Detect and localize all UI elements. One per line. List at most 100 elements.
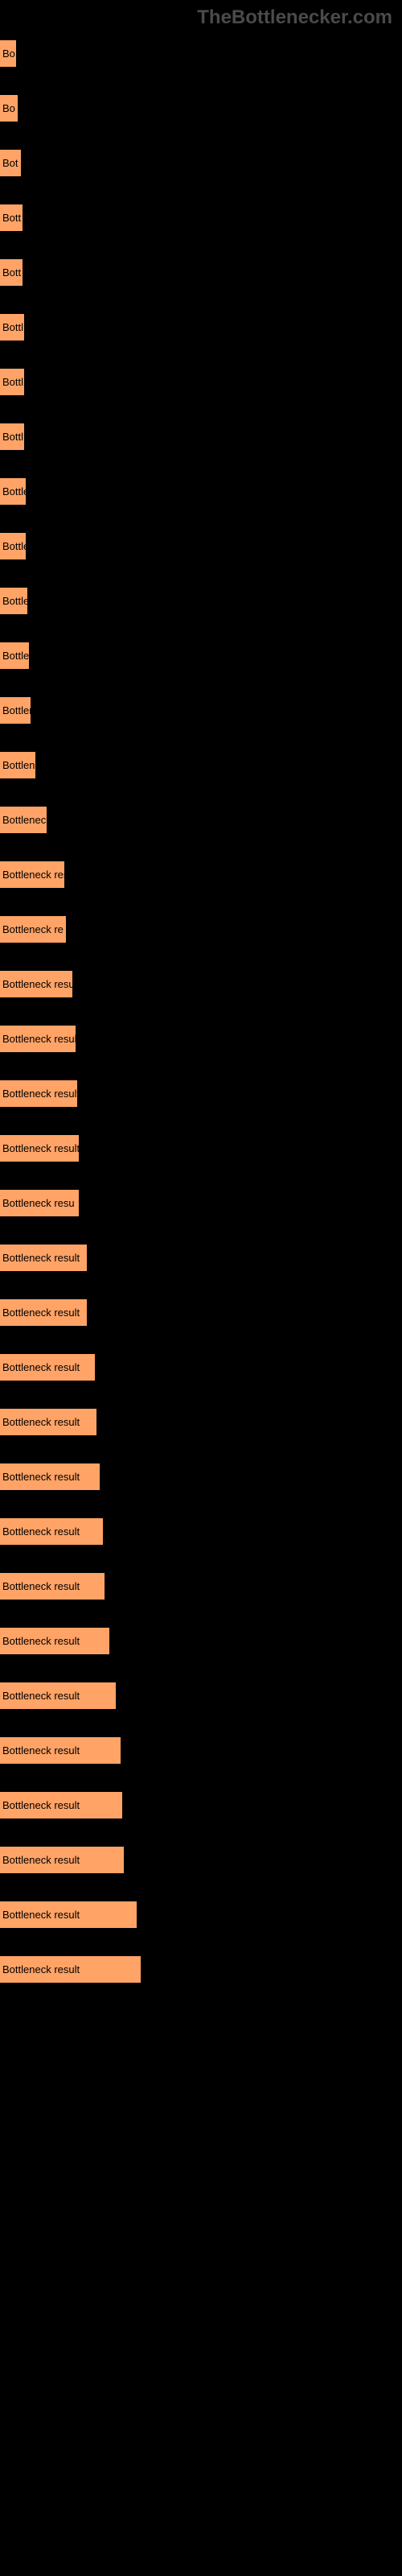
bar-row: Bottleneck result — [0, 1409, 394, 1435]
bar-row: Bottleneck result — [0, 1792, 394, 1818]
bar-label: Bottleneck result — [2, 1799, 80, 1811]
bar-label: Bot — [2, 157, 18, 169]
bar-row: Bottleneck result — [0, 1245, 394, 1271]
bar-label: Bottl — [2, 376, 23, 388]
bar-label: Bottleneck result — [2, 1416, 80, 1428]
bar-row: Bottleneck result — [0, 1463, 394, 1490]
bar-chart: Bo Bo Bot Bott Bott Bottl Bottl Bottl Bottle Bott… — [0, 0, 402, 2027]
chart-bar: Bott — [0, 259, 23, 286]
bar-label: Bottle — [2, 540, 26, 552]
bar-label: Bottleneck result — [2, 1142, 79, 1154]
bar-label: Bottl — [2, 431, 23, 443]
bar-label: Bottlen — [2, 704, 31, 716]
chart-bar: Bottleneck result — [0, 1956, 141, 1983]
chart-bar: Bottleneck result — [0, 1901, 137, 1928]
bar-label: Bottleneck result — [2, 1525, 80, 1538]
bar-label: Bottleneck result — [2, 1909, 80, 1921]
bar-row: Bottl — [0, 423, 394, 450]
chart-bar: Bott — [0, 204, 23, 231]
bar-label: Bottle — [2, 485, 26, 497]
bar-label: Bottleneck result — [2, 1252, 80, 1264]
chart-bar: Bottleneck — [0, 807, 47, 833]
bar-row: Bott — [0, 204, 394, 231]
bar-label: Bottleneck result — [2, 1471, 80, 1483]
chart-bar: Bottle — [0, 533, 26, 559]
bar-label: Bottlen — [2, 650, 29, 662]
chart-bar: Bottl — [0, 423, 24, 450]
bar-label: Bo — [2, 102, 15, 114]
bar-label: Bottleneck result — [2, 1033, 76, 1045]
chart-bar: Bottleneck result — [0, 1463, 100, 1490]
bar-label: Bottlene — [2, 759, 35, 771]
chart-bar: Bottle — [0, 478, 26, 505]
bar-label: Bottleneck result — [2, 1088, 77, 1100]
chart-bar: Bottleneck result — [0, 1518, 103, 1545]
chart-bar: Bottleneck re — [0, 916, 66, 943]
bar-label: Bottl — [2, 321, 23, 333]
chart-bar: Bottleneck result — [0, 1409, 96, 1435]
bar-label: Bottleneck result — [2, 1361, 80, 1373]
chart-bar: Bottl — [0, 314, 24, 341]
bar-row: Bottleneck result — [0, 1628, 394, 1654]
bar-label: Bottleneck resu — [2, 1197, 75, 1209]
bar-row: Bottlen — [0, 642, 394, 669]
bar-row: Bottleneck result — [0, 1901, 394, 1928]
bar-row: Bottle — [0, 478, 394, 505]
bar-row: Bott — [0, 259, 394, 286]
bar-row: Bo — [0, 95, 394, 122]
bar-label: Bottleneck — [2, 814, 47, 826]
bar-label: Bott — [2, 266, 21, 279]
bar-row: Bottleneck result — [0, 1573, 394, 1600]
bar-label: Bottleneck resu — [2, 869, 64, 881]
bar-label: Bottleneck result — [2, 1635, 80, 1647]
bar-label: Bottleneck result — [2, 1854, 80, 1866]
bar-row: Bottleneck result — [0, 1682, 394, 1709]
bar-row: Bot — [0, 150, 394, 176]
bar-label: Bottleneck result — [2, 1963, 80, 1975]
bar-row: Bottleneck result — [0, 1080, 394, 1107]
chart-bar: Bottleneck result — [0, 1135, 79, 1162]
chart-bar: Bottleneck result — [0, 1792, 122, 1818]
bar-label: Bottle — [2, 595, 27, 607]
chart-bar: Bottleneck result — [0, 1573, 105, 1600]
chart-bar: Bottleneck result — [0, 1682, 116, 1709]
bar-row: Bottl — [0, 314, 394, 341]
bar-row: Bottleneck result — [0, 1026, 394, 1052]
chart-bar: Bottleneck result — [0, 1299, 87, 1326]
bar-label: Bottleneck result — [2, 1580, 80, 1592]
bar-label: Bottleneck result — [2, 978, 72, 990]
chart-bar: Bottleneck resu — [0, 1190, 79, 1216]
bar-label: Bo — [2, 47, 15, 60]
bar-label: Bottleneck result — [2, 1690, 80, 1702]
chart-bar: Bottleneck result — [0, 1026, 76, 1052]
bar-row: Bottleneck result — [0, 1135, 394, 1162]
bar-row: Bottleneck result — [0, 1956, 394, 1983]
chart-bar: Bottlene — [0, 752, 35, 778]
bar-row: Bottlene — [0, 752, 394, 778]
bar-row: Bottleneck result — [0, 1737, 394, 1764]
chart-bar: Bot — [0, 150, 21, 176]
chart-bar: Bottle — [0, 588, 27, 614]
bar-row: Bottle — [0, 588, 394, 614]
bar-row: Bottleneck result — [0, 1847, 394, 1873]
bar-row: Bottleneck resu — [0, 1190, 394, 1216]
bar-label: Bottleneck re — [2, 923, 64, 935]
bar-row: Bo — [0, 40, 394, 67]
bar-label: Bott — [2, 212, 21, 224]
bar-row: Bottleneck — [0, 807, 394, 833]
chart-bar: Bo — [0, 95, 18, 122]
bar-label: Bottleneck result — [2, 1744, 80, 1757]
bar-row: Bottleneck result — [0, 971, 394, 997]
bar-label: Bottleneck result — [2, 1307, 80, 1319]
bar-row: Bottleneck result — [0, 1299, 394, 1326]
chart-bar: Bottlen — [0, 697, 31, 724]
chart-bar: Bottlen — [0, 642, 29, 669]
chart-bar: Bottleneck result — [0, 971, 72, 997]
chart-bar: Bottleneck result — [0, 1847, 124, 1873]
chart-bar: Bottleneck resu — [0, 861, 64, 888]
bar-row: Bottleneck result — [0, 1354, 394, 1381]
bar-row: Bottl — [0, 369, 394, 395]
chart-bar: Bottleneck result — [0, 1354, 95, 1381]
chart-bar: Bo — [0, 40, 16, 67]
bar-row: Bottlen — [0, 697, 394, 724]
